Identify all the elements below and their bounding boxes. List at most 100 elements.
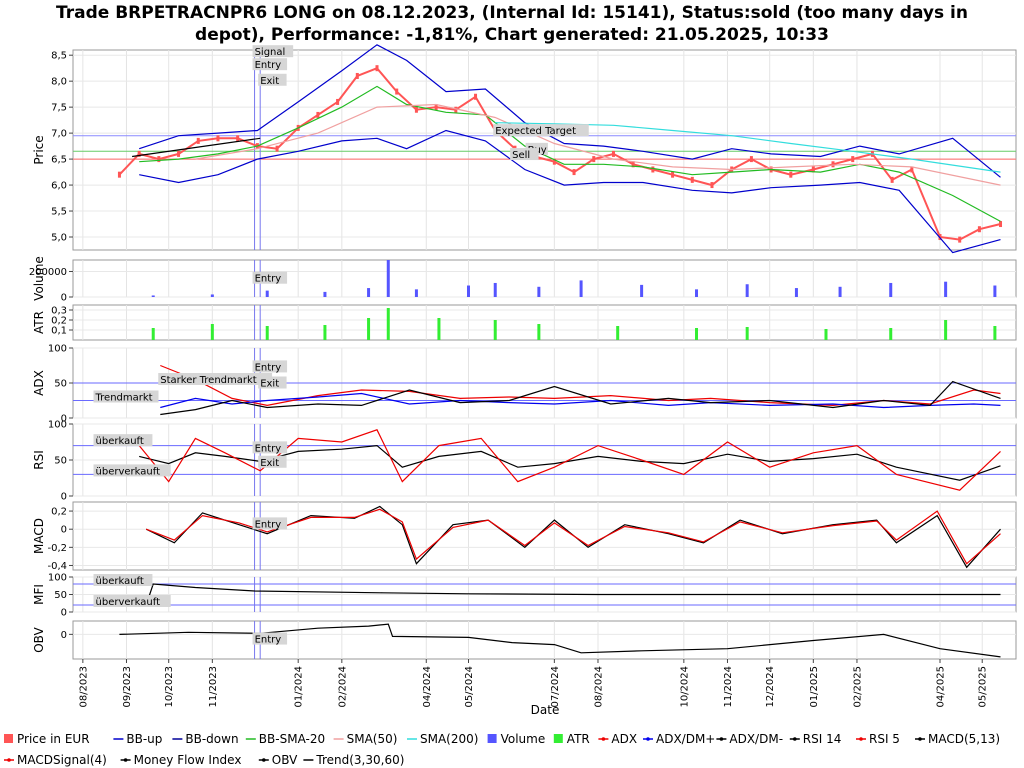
- annotation-box: [252, 632, 288, 645]
- series-adx-dm: [160, 380, 1001, 416]
- y-tick-label: 0: [61, 414, 67, 425]
- bar-mark: [493, 320, 497, 340]
- series-money-flow-index: [145, 583, 1001, 606]
- annotation-label: Sell: [512, 150, 530, 161]
- y-axis-label-mfi: MFI: [32, 584, 46, 605]
- price-candle: [999, 221, 1003, 228]
- price-candle: [275, 145, 279, 152]
- x-tick-label: 08/2023: [78, 666, 89, 708]
- legend-item: RSI 14: [789, 732, 842, 746]
- y-tick-label: 5,5: [51, 207, 67, 218]
- panel-rsi: 100 50 0 RSI überkauft überverkauft Entry Exit: [32, 420, 1017, 503]
- annotation-label: überverkauft: [96, 466, 161, 477]
- legend-label: Price in EUR: [17, 732, 90, 746]
- bar-mark: [323, 291, 327, 297]
- annotation-label: Exit: [260, 379, 279, 390]
- legend-item: OBV: [258, 753, 298, 767]
- price-candle: [552, 158, 556, 165]
- y-tick-label: 7,5: [51, 103, 67, 114]
- y-tick-label: 8,5: [51, 51, 67, 62]
- price-candle: [592, 156, 596, 163]
- legend-item: BB-down: [172, 732, 239, 746]
- annotation-label: Entry: [255, 443, 282, 454]
- legend-dot: [859, 737, 863, 741]
- series-line: [139, 444, 1001, 481]
- annotation: überverkauft: [93, 464, 171, 477]
- price-candle: [651, 166, 655, 173]
- bar-mark: [367, 318, 371, 340]
- legend-label: BB-down: [185, 732, 238, 746]
- panel-frame-obv: [72, 620, 1017, 660]
- legend-swatch: [4, 734, 13, 743]
- bar-mark: [579, 280, 583, 297]
- price-candle: [414, 106, 418, 113]
- annotation-box: [252, 45, 294, 58]
- bar-mark: [151, 295, 155, 297]
- legend-label: SMA(50): [347, 732, 398, 746]
- annotation-box: [252, 517, 288, 530]
- annotation: überkauft: [93, 434, 153, 447]
- annotation: Entry: [252, 58, 288, 71]
- x-tick-label: 09/2023: [122, 666, 133, 708]
- bar-mark: [745, 284, 749, 297]
- bar-mark: [993, 326, 997, 340]
- x-tick-label: 01/2024: [294, 666, 305, 708]
- annotation-label: Exit: [260, 76, 279, 87]
- chart-legend: Price in EUR BB-up BB-down BB-SMA-20 SMA(50)…: [4, 732, 1000, 767]
- panel-atr: 0,30,20,1 ATR: [32, 304, 1017, 341]
- legend-swatch: [487, 734, 497, 743]
- series-line: [160, 392, 1001, 409]
- bar-mark: [323, 325, 327, 340]
- bar-mark: [695, 328, 699, 340]
- annotation-box: [93, 574, 153, 586]
- y-tick-label: 0,2: [51, 316, 67, 327]
- legend-label: Trend(3,30,60): [315, 753, 404, 767]
- panel-adx: 100 50 0 ADX Starker Trendmarkt Trendmarkt Ent…: [32, 344, 1017, 425]
- legend-item: MACDSignal(4): [4, 753, 107, 767]
- annotation-box: [252, 360, 288, 373]
- legend-label: OBV: [272, 753, 298, 767]
- series-line: [132, 137, 261, 158]
- legend-item: Volume: [487, 732, 545, 746]
- legend-item: SMA(50): [333, 732, 398, 746]
- legend-item: BB-SMA-20: [245, 732, 325, 746]
- legend-item: MACD(5,13): [915, 732, 1000, 746]
- series-line: [145, 508, 1001, 565]
- x-axis-label: Date: [531, 703, 560, 717]
- series-line: [119, 623, 1001, 658]
- series-line: [145, 583, 1001, 606]
- price-candle: [196, 137, 200, 144]
- annotation-box: [93, 434, 153, 447]
- y-axis-label-volume: Volume: [32, 256, 46, 301]
- annotation-box: [258, 73, 287, 86]
- series-bb-down: [139, 129, 1001, 254]
- annotation: Trendmarkt: [93, 390, 159, 404]
- indicator-panels: 8,5 8,0 7,5 7,0 6,5 6,0 5,5 5,0 Price Signal Entry…: [29, 44, 1017, 660]
- price-candle: [395, 88, 399, 95]
- legend-label: MACD(5,13): [928, 732, 1000, 746]
- y-tick-label: 0: [61, 293, 67, 304]
- x-tick-label: 05/2025: [978, 666, 989, 708]
- series-volume: [151, 260, 997, 297]
- bar-mark: [944, 281, 948, 297]
- series-line: [138, 429, 1001, 491]
- legend-label: RSI 14: [803, 732, 842, 746]
- x-tick-label: 08/2024: [593, 666, 604, 708]
- legend-label: ADX: [611, 732, 637, 746]
- price-candle: [216, 135, 220, 142]
- x-tick-label: 10/2023: [164, 666, 175, 708]
- chart-title-line-2: depot), Performance: -1,81%, Chart gener…: [195, 25, 829, 45]
- annotation: Entry: [252, 441, 288, 454]
- price-candle: [910, 166, 914, 173]
- price-candle: [958, 236, 962, 243]
- bar-mark: [386, 308, 390, 340]
- y-tick-label: 6,5: [51, 155, 67, 166]
- annotation-box: [252, 58, 288, 71]
- annotation: Entry: [252, 517, 288, 530]
- x-tick-label: 12/2024: [765, 666, 776, 708]
- bar-mark: [210, 324, 214, 340]
- legend-label: SMA(200): [420, 732, 478, 746]
- legend-label: Money Flow Index: [134, 753, 242, 767]
- annotation: überverkauft: [93, 595, 171, 608]
- y-axis-label-price: Price: [32, 135, 46, 164]
